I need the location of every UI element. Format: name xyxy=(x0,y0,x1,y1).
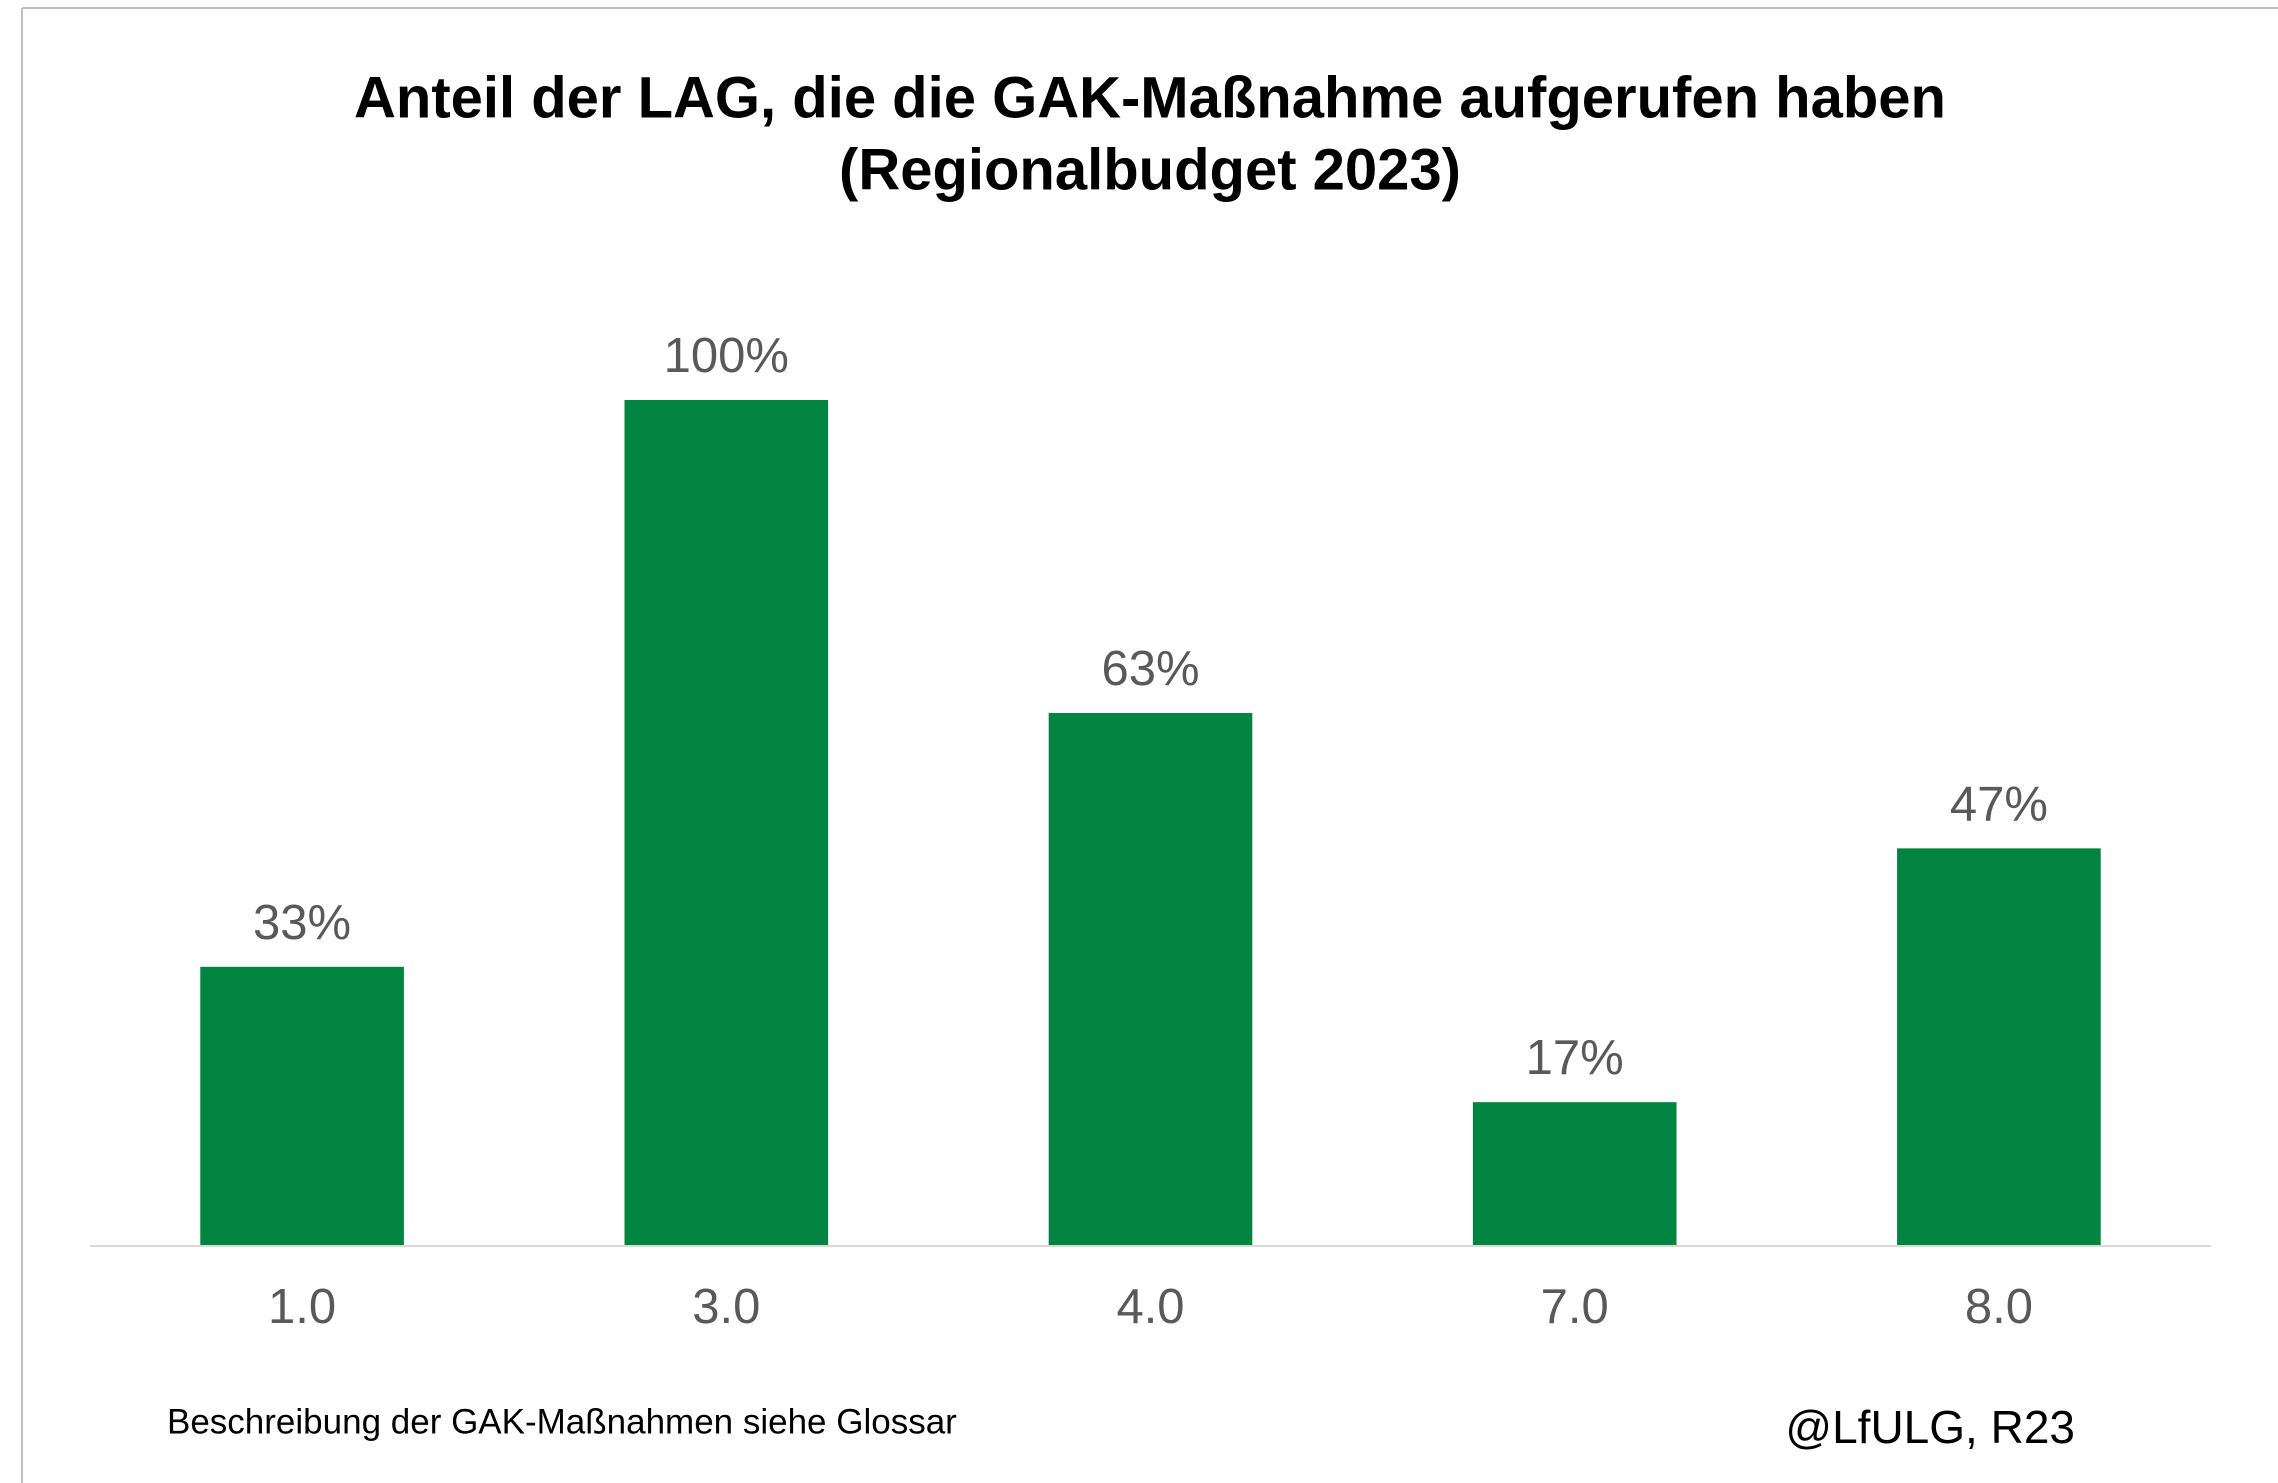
bar xyxy=(1048,713,1253,1246)
value-label: 33% xyxy=(253,896,351,950)
bar xyxy=(1897,848,2101,1246)
value-label: 47% xyxy=(1950,777,2048,831)
value-label: 100% xyxy=(664,329,789,383)
x-tick-label: 4.0 xyxy=(1116,1280,1184,1334)
bar xyxy=(624,400,829,1246)
credit: @LfULG, R23 xyxy=(1785,1401,2075,1453)
x-tick-label: 3.0 xyxy=(692,1280,760,1334)
chart-title: Anteil der LAG, die die GAK-Maßnahme auf… xyxy=(354,65,1946,130)
chart-subtitle: (Regionalbudget 2023) xyxy=(839,137,1461,202)
bar xyxy=(200,966,404,1246)
bar xyxy=(1472,1102,1677,1246)
value-label: 17% xyxy=(1526,1031,1624,1085)
x-tick-label: 8.0 xyxy=(1965,1280,2033,1334)
value-label: 63% xyxy=(1101,642,1199,696)
footnote: Beschreibung der GAK-Maßnahmen siehe Glo… xyxy=(167,1402,957,1441)
x-tick-label: 7.0 xyxy=(1541,1280,1609,1334)
x-tick-label: 1.0 xyxy=(268,1280,336,1334)
